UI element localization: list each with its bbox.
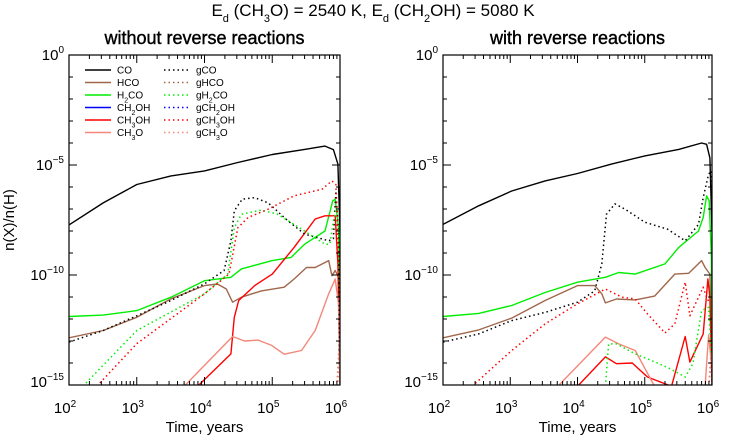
- panel-title: without reverse reactions: [103, 28, 304, 48]
- series-line-h2co: [443, 195, 712, 385]
- series-line-gch3oh: [472, 281, 711, 385]
- legend-label: gCH3O: [196, 128, 228, 142]
- series-line-gch3oh: [96, 180, 340, 385]
- y-tick-label: 10−5: [410, 155, 439, 174]
- legend-label: H2CO: [117, 91, 143, 105]
- y-tick-label: 10−15: [30, 372, 64, 391]
- legend-label: CH3OH: [117, 116, 150, 130]
- series-line-h2co: [69, 198, 340, 318]
- series-line-co: [69, 145, 340, 232]
- series-line-gh2co: [604, 306, 712, 385]
- main-title: Ed (CH3O) = 2540 K, Ed (CH2OH) = 5080 K: [211, 1, 535, 25]
- series-line-hco: [69, 259, 340, 364]
- panel-without-reverse: without reverse reactions 102 103 104 105 106…: [30, 28, 347, 436]
- legend-label: HCO: [117, 78, 139, 89]
- legend-label: gCH3OH: [196, 116, 235, 130]
- x-tick-label: 106: [697, 399, 720, 417]
- legend-label: gCO: [196, 66, 217, 77]
- x-tick-label: 105: [630, 399, 653, 417]
- y-tick-label: 10−15: [404, 372, 438, 391]
- y-tick-label: 10−5: [36, 155, 65, 174]
- legend-label: gCH2OH: [196, 103, 235, 117]
- series-line-co: [443, 142, 712, 232]
- x-tick-label: 102: [54, 399, 77, 417]
- y-tick-label: 10−10: [404, 265, 438, 284]
- x-tick-label: 106: [325, 399, 348, 417]
- panel-with-reverse: with reverse reactions 102 103 104 105 106 10−…: [404, 28, 719, 436]
- y-tick-label: 10−10: [30, 265, 64, 284]
- x-tick-label: 103: [122, 399, 145, 417]
- series-line-ch3oh: [577, 278, 712, 385]
- legend-label: CH2OH: [117, 103, 150, 117]
- legend-label: gH2CO: [196, 91, 228, 105]
- plot-frame: [442, 54, 713, 386]
- series-line-gh2co: [83, 206, 340, 385]
- series-group: [69, 145, 340, 385]
- x-tick-label: 105: [257, 399, 280, 417]
- x-axis-label: Time, years: [539, 419, 617, 436]
- y-axis-label: n(X)/n(H): [1, 189, 18, 251]
- series-line-ch3o: [558, 334, 712, 385]
- panel-title: with reverse reactions: [489, 28, 665, 48]
- series-line-gco: [69, 190, 340, 385]
- series-line-ch3oh: [197, 215, 340, 385]
- legend-label: CO: [117, 66, 132, 77]
- legend-label: CH3O: [117, 128, 143, 142]
- x-tick-label: 103: [495, 399, 518, 417]
- x-tick-label: 102: [428, 399, 451, 417]
- series-line-ch3o: [184, 278, 340, 385]
- y-tick-label: 100: [416, 45, 439, 64]
- y-tick-label: 100: [42, 45, 65, 64]
- x-axis-label: Time, years: [166, 419, 244, 436]
- series-line-hco: [443, 259, 712, 364]
- legend-label: gHCO: [196, 78, 224, 89]
- x-tick-label: 104: [562, 399, 585, 417]
- x-tick-label: 104: [189, 399, 212, 417]
- series-group: [443, 142, 712, 385]
